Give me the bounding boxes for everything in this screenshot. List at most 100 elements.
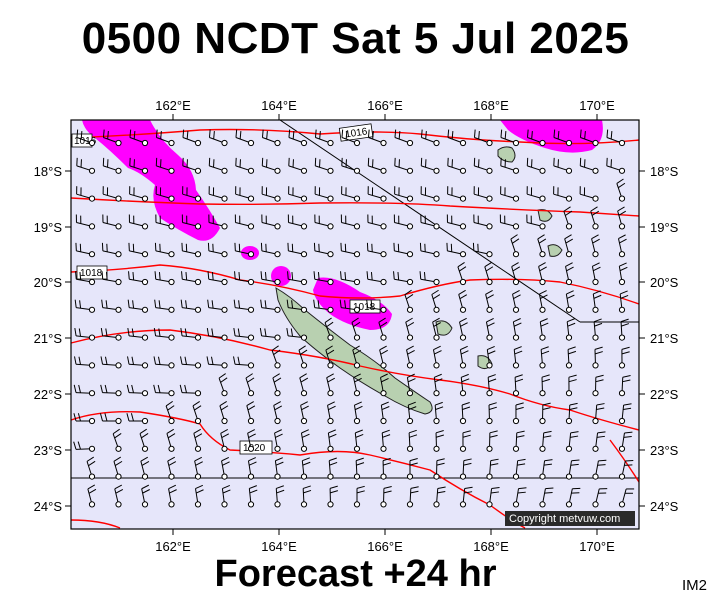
wind-barb	[618, 460, 634, 480]
wind-barb	[394, 157, 414, 174]
wind-barb	[288, 157, 308, 174]
wind-barb	[327, 401, 336, 425]
wind-barb	[155, 214, 175, 230]
wind-barb	[208, 186, 228, 202]
wind-barb	[367, 214, 387, 230]
wind-barb	[565, 290, 575, 313]
wind-barb	[114, 484, 124, 508]
wind-barb	[486, 345, 496, 369]
wind-barb	[102, 129, 122, 147]
wind-barb	[393, 214, 414, 230]
wind-barb	[405, 317, 415, 341]
wind-barb	[102, 157, 122, 174]
wind-barb	[287, 242, 308, 258]
wind-barb	[245, 373, 255, 397]
wind-barb	[565, 487, 581, 508]
wind-barb	[433, 373, 443, 397]
wind-barb	[221, 485, 231, 508]
isobar-1020	[70, 411, 526, 529]
wind-barb	[101, 271, 122, 286]
wind-barb	[366, 299, 387, 313]
wind-barb	[431, 289, 441, 313]
lon-label-168: 168°E	[473, 98, 509, 113]
wind-barb	[459, 458, 472, 480]
island-ouvea	[537, 209, 553, 222]
wind-barb	[563, 206, 573, 230]
wind-barb	[406, 429, 418, 452]
wind-barb	[539, 374, 550, 397]
wind-barb	[565, 459, 580, 480]
svg-text:Copyright metvuw.com: Copyright metvuw.com	[509, 513, 620, 525]
wind-barb	[74, 356, 96, 369]
svg-text:1018: 1018	[80, 268, 103, 279]
wind-barb	[182, 129, 202, 147]
wind-barb	[233, 327, 255, 341]
wind-barb	[341, 186, 361, 202]
wind-barb	[473, 129, 493, 147]
isobar-label-1: 1016	[338, 123, 374, 142]
wind-barb	[564, 234, 574, 258]
wind-barb	[340, 271, 361, 286]
wind-barb	[486, 486, 500, 508]
wind-barb	[526, 129, 546, 147]
isobar-south-west	[70, 519, 121, 529]
wind-barb	[538, 290, 548, 313]
wind-barb	[181, 242, 202, 258]
wind-barb	[394, 186, 414, 202]
wind-barb	[353, 457, 365, 480]
diagonal-line	[279, 119, 581, 323]
lat-label-22: 22°S	[34, 387, 63, 402]
wind-barb	[512, 290, 521, 313]
wind-barb	[420, 157, 440, 174]
wind-barb	[500, 129, 520, 147]
wind-barb	[565, 262, 574, 286]
wind-barb	[539, 346, 550, 369]
wind-barb	[447, 157, 467, 174]
wind-barb	[87, 484, 97, 508]
wind-barb	[512, 402, 524, 425]
wind-barb	[208, 157, 228, 174]
lat-label-20: 20°S	[34, 275, 63, 290]
wind-barb	[353, 401, 363, 425]
wind-barb	[166, 428, 176, 452]
wind-barb	[192, 401, 202, 425]
wind-barb	[76, 129, 96, 147]
lon-label-164: 164°E	[261, 98, 297, 113]
wind-barb	[100, 356, 122, 369]
wind-barb	[592, 488, 608, 508]
wind-barb	[180, 356, 202, 369]
wind-barb	[579, 129, 599, 147]
wind-barb	[247, 429, 256, 452]
wind-barb	[459, 430, 471, 452]
wind-barb	[618, 262, 628, 286]
wind-barb	[313, 299, 334, 313]
island-lifou	[435, 320, 453, 336]
wind-barb	[484, 262, 494, 286]
svg-text:1016: 1016	[74, 136, 97, 147]
wind-barb	[366, 271, 387, 286]
map-frame	[70, 119, 640, 530]
wind-barb	[526, 214, 546, 230]
lat-labels-left: 18°S 19°S 20°S 21°S 22°S 23°S 24°S	[34, 164, 63, 514]
wind-barb	[127, 327, 149, 341]
wind-barb	[473, 186, 493, 202]
wind-barb	[500, 157, 520, 174]
wind-barb	[565, 431, 579, 452]
wind-barb	[512, 374, 524, 397]
wind-barb	[432, 317, 441, 341]
wind-barb	[459, 345, 469, 369]
wind-barb	[153, 384, 175, 397]
isobar-label-4: 1020	[239, 440, 273, 455]
wind-barb	[180, 327, 202, 341]
wind-barb	[351, 317, 361, 341]
wind-barb	[579, 186, 599, 202]
wind-barb	[126, 384, 149, 397]
wind-barb	[208, 214, 228, 230]
forecast-label: Forecast +24 hr	[214, 553, 497, 595]
wind-barb	[221, 456, 230, 480]
wind-barb	[420, 186, 440, 202]
wind-barb	[447, 129, 467, 147]
wind-barb	[273, 401, 283, 425]
wind-barb	[288, 186, 308, 202]
wind-barb	[353, 429, 364, 452]
